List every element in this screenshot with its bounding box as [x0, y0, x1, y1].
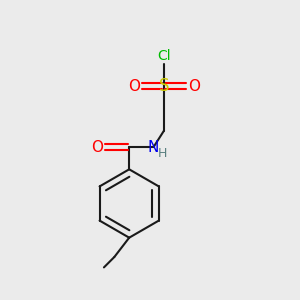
Text: H: H	[158, 147, 167, 160]
Text: N: N	[148, 140, 159, 154]
Text: O: O	[92, 140, 104, 154]
Text: O: O	[128, 79, 140, 94]
Text: Cl: Cl	[157, 50, 171, 63]
Text: O: O	[188, 79, 200, 94]
Text: S: S	[159, 77, 169, 95]
